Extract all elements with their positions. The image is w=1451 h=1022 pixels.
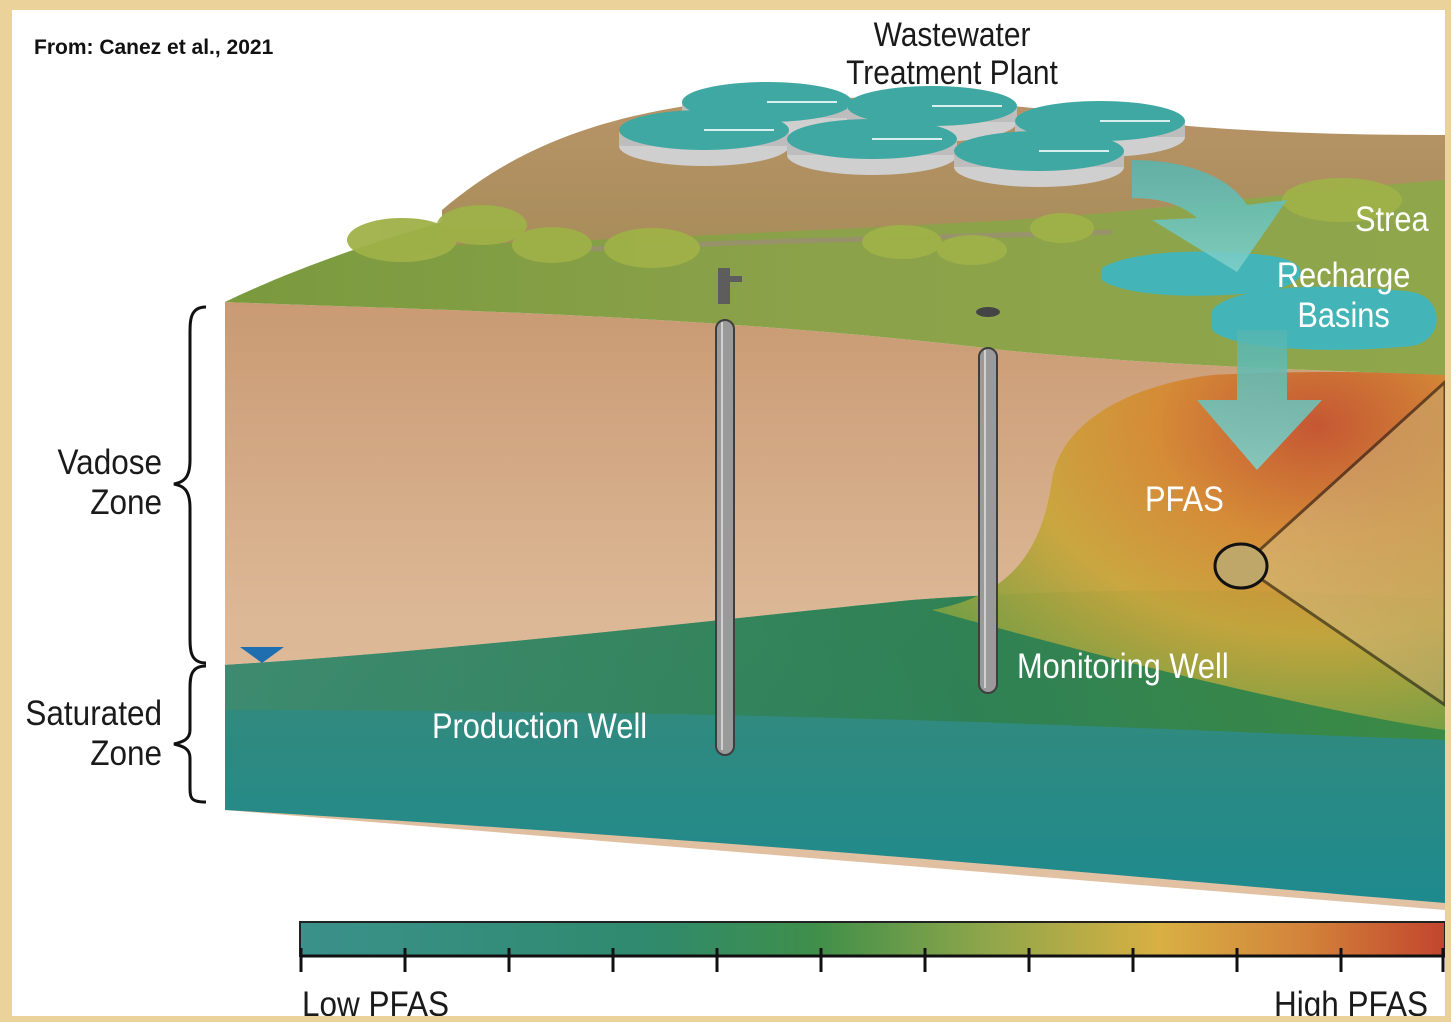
water-table-marker: [240, 647, 284, 663]
production-well: [715, 268, 742, 756]
vadose-brace: [173, 305, 207, 665]
plant-label-line1: Wastewater: [873, 16, 1031, 54]
legend-ticks: [299, 948, 1445, 972]
shrubs: [347, 178, 1402, 268]
legend-high-label: High PFAS: [1274, 985, 1429, 1016]
flow-arrow-plant-to-basins: [1132, 160, 1287, 272]
production-well-label: Production Well: [432, 707, 648, 746]
monitoring-well-label: Monitoring Well: [1017, 647, 1229, 686]
recharge-basins: [1102, 251, 1437, 350]
stream-label: Strea: [1355, 200, 1429, 239]
saturated-zone-label: Saturated Zone: [12, 694, 162, 774]
recharge-basins-label: Recharge Basins: [1260, 256, 1427, 336]
recharge-label-line1: Recharge: [1276, 256, 1411, 295]
treatment-clarifiers: [619, 82, 1185, 187]
vadose-zone-label: Vadose Zone: [12, 443, 162, 523]
saturated-brace: [173, 664, 207, 804]
legend-low-label: Low PFAS: [302, 985, 450, 1016]
flow-arrow-basins-to-aquifer: [1197, 330, 1322, 470]
recharge-label-line2: Basins: [1297, 296, 1390, 335]
saturated-label-line1: Saturated: [25, 694, 162, 733]
magnifier-cone: [1213, 379, 1445, 707]
plant-label-line2: Treatment Plant: [846, 54, 1058, 92]
diagram-canvas: From: Canez et al., 2021 Wastewater Trea…: [12, 10, 1445, 1016]
pfas-legend: [299, 921, 1445, 972]
vadose-label-line2: Zone: [90, 483, 162, 522]
pfas-plume: [932, 371, 1445, 730]
vadose-label-line1: Vadose: [57, 443, 162, 482]
plant-label: Wastewater Treatment Plant: [125, 16, 1445, 92]
pfas-label: PFAS: [1145, 480, 1224, 519]
saturated-label-line2: Zone: [90, 734, 162, 773]
citation: From: Canez et al., 2021: [34, 36, 274, 59]
monitoring-well: [976, 307, 1000, 694]
pfas-aquifer-diagram: [173, 82, 1445, 972]
